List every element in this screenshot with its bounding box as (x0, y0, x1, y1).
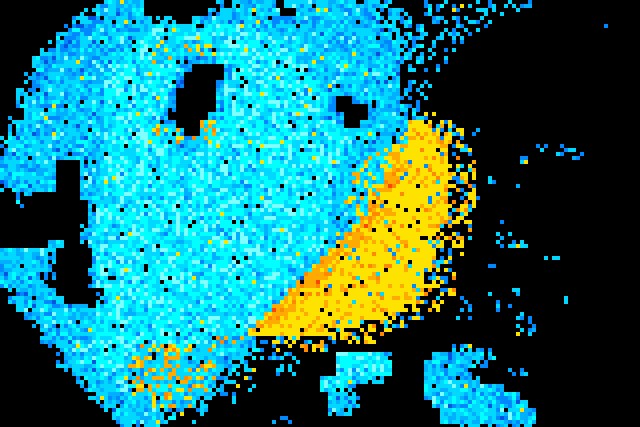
weather-radar-image (0, 0, 640, 427)
radar-canvas (0, 0, 640, 427)
